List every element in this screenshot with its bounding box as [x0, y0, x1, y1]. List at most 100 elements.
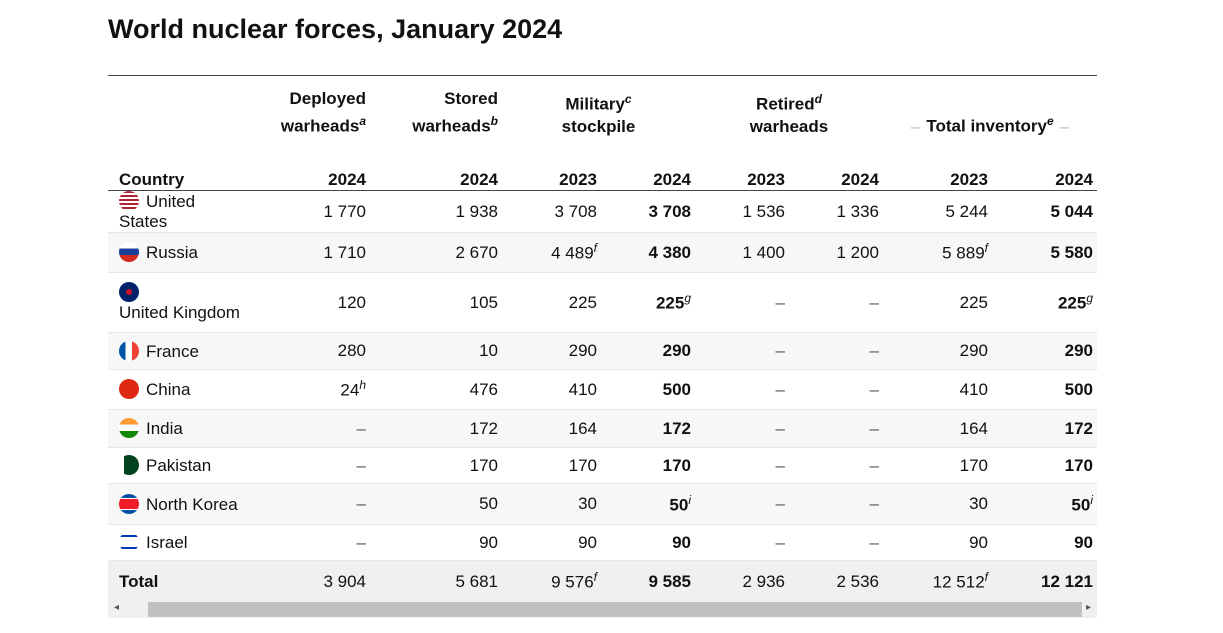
cell-tot2023: 170 — [959, 455, 989, 475]
page-title: World nuclear forces, January 2024 — [108, 14, 563, 44]
header-year: 2024 — [789, 138, 884, 191]
cell-tot2023: 90 — [969, 532, 989, 552]
cell-tot2024: 172 — [1064, 418, 1094, 438]
cell-tot2024: 225g — [1057, 291, 1094, 313]
scrollbar-thumb[interactable] — [148, 602, 1082, 617]
cell-stored: 2 670 — [455, 242, 498, 262]
cell-mil2024: 225g — [655, 291, 692, 313]
cell-mil2023: 410 — [568, 379, 597, 399]
cell-deployed: 24h — [340, 378, 366, 400]
scroll-left-arrow[interactable]: ◂ — [114, 602, 120, 613]
horizontal-scrollbar[interactable]: ◂ ▸ — [108, 600, 1097, 618]
cell-tot2024: 90 — [1074, 532, 1094, 552]
cell-ret2023: – — [775, 532, 786, 552]
cell-mil2024: 170 — [662, 455, 692, 475]
country-cell: Israel — [108, 525, 250, 561]
cell-stored: 170 — [469, 455, 498, 475]
us-flag-icon — [119, 191, 139, 211]
cell-stored: 476 — [469, 379, 498, 399]
country-cell: United Kingdom — [108, 273, 250, 333]
header-year: 2024 — [250, 138, 370, 191]
header-year: 2023 — [695, 138, 790, 191]
cell-stored: 105 — [469, 292, 498, 312]
cell-mil2024: 50i — [669, 492, 692, 515]
country-cell: China — [108, 370, 250, 410]
cell-stored: 1 938 — [455, 201, 498, 221]
table-row: United States 1 770 1 938 3 708 3 708 1 536 1 … — [108, 191, 1098, 233]
cell-tot2023: 5 244 — [945, 201, 989, 221]
cell-ret2024: – — [869, 292, 880, 312]
table-row: Russia 1 710 2 670 4 489f 4 380 1 400 1 200 5 8… — [108, 232, 1098, 273]
cell-mil2023: 4 489f — [551, 241, 597, 263]
country-cell: India — [108, 410, 250, 448]
cell-mil2024: 290 — [662, 341, 692, 360]
cell-deployed: 1 710 — [323, 242, 366, 262]
cell-tot2024: 5 580 — [1050, 242, 1094, 262]
table-row: France 280 10 290 290 – – 290 290 — [108, 332, 1098, 370]
cell-tot2023: 5 889f — [942, 241, 989, 263]
cell-stored: 10 — [479, 341, 498, 360]
cell-ret2023: – — [775, 455, 786, 475]
cell-mil2024: 4 380 — [648, 242, 692, 262]
table-row: United Kingdom 120 105 225 225g – – 225 225g — [108, 273, 1098, 333]
cell-mil2023: 290 — [568, 341, 597, 360]
cell-ret2023: 1 536 — [742, 201, 786, 221]
cell-mil2023: 30 — [578, 494, 597, 513]
cell-ret2024: 1 336 — [836, 201, 880, 221]
gb-flag-icon — [119, 282, 139, 302]
cell-tot2024: 500 — [1064, 379, 1094, 399]
cell-ret2023: – — [775, 418, 786, 438]
header-stored: Stored warheadsb — [412, 89, 498, 136]
cell-ret2023: – — [775, 379, 786, 399]
country-cell: United States — [119, 191, 196, 231]
cell-mil2023: 90 — [578, 532, 597, 552]
cell-mil2023: 3 708 — [554, 201, 597, 221]
cell-tot2023: 290 — [959, 341, 989, 360]
header-military: Militaryc stockpile — [561, 92, 636, 136]
country-cell: Pakistan — [108, 448, 250, 484]
cell-tot2024: 290 — [1064, 341, 1094, 360]
cell-ret2024: 1 200 — [836, 242, 880, 262]
pk-flag-icon — [119, 455, 139, 475]
total-row: Total 3 904 5 681 9 576f 9 585 2 936 2 5… — [108, 560, 1098, 603]
cell-ret2023: – — [775, 494, 786, 513]
cell-stored: 90 — [479, 532, 498, 552]
cell-stored: 50 — [479, 494, 498, 513]
table-row: China 24h 476 410 500 – – 410 500 — [108, 370, 1098, 410]
cell-mil2023: 170 — [568, 455, 597, 475]
cell-ret2024: – — [869, 341, 880, 360]
header-retired: Retiredd warheads — [749, 92, 829, 136]
cell-deployed: 280 — [337, 341, 366, 360]
cell-tot2023: 410 — [959, 379, 989, 399]
header-country: Country — [108, 138, 250, 191]
cell-ret2023: – — [775, 292, 786, 312]
header-total-inventory: – Total inventorye – — [910, 114, 1070, 136]
cn-flag-icon — [119, 379, 139, 399]
nuclear-forces-table: Deployed warheadsa Stored warheadsb Milita… — [108, 76, 1098, 603]
cell-ret2023: – — [775, 341, 786, 360]
cell-tot2024: 170 — [1064, 455, 1094, 475]
cell-ret2024: – — [869, 379, 880, 399]
cell-tot2023: 164 — [959, 418, 989, 438]
cell-mil2023: 225 — [568, 292, 597, 312]
in-flag-icon — [119, 418, 139, 438]
cell-mil2024: 3 708 — [648, 201, 692, 221]
cell-deployed: – — [356, 494, 366, 513]
header-year: 2024 — [370, 138, 502, 191]
kp-flag-icon — [119, 493, 139, 514]
nuclear-forces-table-container: Deployed warheadsa Stored warheadsb Milita… — [108, 75, 1098, 603]
cell-mil2024: 500 — [662, 379, 692, 399]
table-row: Israel – 90 90 90 – – 90 90 — [108, 525, 1098, 561]
country-cell: France — [108, 333, 250, 370]
cell-mil2023: 164 — [568, 418, 597, 438]
cell-deployed: 1 770 — [323, 201, 366, 221]
cell-tot2024: 50i — [1071, 492, 1094, 515]
header-deployed: Deployed warheadsa — [280, 89, 366, 136]
header-year: 2024 — [992, 138, 1098, 191]
cell-ret2024: – — [869, 455, 880, 475]
ru-flag-icon — [119, 242, 139, 262]
scroll-right-arrow[interactable]: ▸ — [1085, 602, 1091, 613]
cell-mil2024: 172 — [662, 418, 692, 438]
table-row: India – 172 164 172 – – 164 172 — [108, 409, 1098, 448]
table-row: North Korea – 50 30 50i – – 30 50i — [108, 483, 1098, 525]
